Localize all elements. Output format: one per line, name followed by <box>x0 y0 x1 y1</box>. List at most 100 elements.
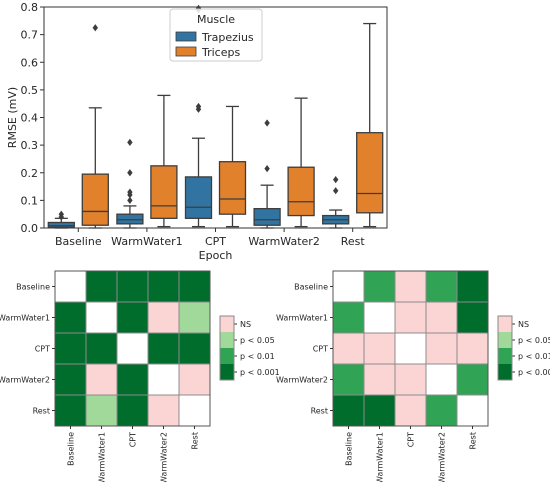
heatmap-cell <box>425 270 458 303</box>
x-tick-label: Rest <box>341 235 366 248</box>
heatmap-cell <box>147 270 180 303</box>
outlier-point <box>127 169 133 177</box>
legend-label: p < 0.05 <box>240 336 275 345</box>
heatmap-cell <box>147 363 180 396</box>
heatmap-cell <box>147 394 180 427</box>
legend-label: p < 0.01 <box>240 352 275 361</box>
box-triceps <box>356 132 384 214</box>
legend-label: p < 0.05 <box>518 336 550 345</box>
legend-label: p < 0.001 <box>518 368 550 377</box>
heatmap-cell <box>425 363 458 396</box>
heatmap-cell <box>116 301 149 334</box>
legend-label: p < 0.01 <box>518 352 550 361</box>
legend-swatch-p01 <box>498 348 512 364</box>
legend-swatch-p05 <box>498 332 512 348</box>
col-label: WarmWater2 <box>438 432 447 482</box>
heatmap-cell <box>147 301 180 334</box>
heatmap-left: Baseline Baseline WarmWater1 WarmWater1 CPT C… <box>0 270 280 482</box>
heatmap-cell <box>456 270 489 303</box>
x-axis-label: Epoch <box>199 249 233 262</box>
heatmap-cell <box>54 363 87 396</box>
row-label: CPT <box>35 345 50 354</box>
heatmap-cell <box>332 301 365 334</box>
col-label: Rest <box>469 432 478 449</box>
row-label: Rest <box>311 407 328 416</box>
row-label: WarmWater2 <box>276 376 328 385</box>
row-label: Baseline <box>16 283 50 292</box>
heatmap-cell <box>116 270 149 303</box>
heatmap-cell <box>332 270 365 303</box>
box-trapezius <box>184 176 213 219</box>
heatmap-cell <box>394 332 427 365</box>
outlier-point <box>58 210 64 218</box>
heatmap-cell <box>54 270 87 303</box>
col-label: Baseline <box>345 432 354 466</box>
x-tick-label: CPT <box>205 235 226 248</box>
heatmap-cell <box>332 363 365 396</box>
y-tick-label: 0.4 <box>21 112 39 125</box>
legend-swatch-ns <box>498 316 512 332</box>
legend-frame <box>497 315 513 381</box>
heatmap-cell <box>54 332 87 365</box>
col-label: WarmWater1 <box>376 432 385 482</box>
heatmap-cell <box>85 301 118 334</box>
outlier-point <box>127 138 133 146</box>
heatmap-cell <box>85 394 118 427</box>
box-trapezius <box>47 221 75 229</box>
outlier-point <box>127 188 133 196</box>
heatmap-cell <box>394 301 427 334</box>
outlier-point <box>333 187 339 195</box>
col-label: Rest <box>191 432 200 449</box>
heatmap-cell <box>456 363 489 396</box>
row-label: WarmWater2 <box>0 376 50 385</box>
heatmap-cell <box>147 332 180 365</box>
y-tick-label: 0.5 <box>21 84 39 97</box>
legend-swatch-p05 <box>220 332 234 348</box>
outlier-point <box>264 119 270 127</box>
col-label: CPT <box>129 432 138 447</box>
heatmap-cell <box>178 301 211 334</box>
legend-swatch-p001 <box>498 364 512 380</box>
heatmap-cell <box>456 332 489 365</box>
box-triceps <box>287 166 315 217</box>
y-tick-label: 0.7 <box>21 29 39 42</box>
y-tick-label: 0.1 <box>21 194 39 207</box>
box-triceps <box>218 161 247 215</box>
box-triceps <box>150 165 178 219</box>
heatmap-cell <box>116 363 149 396</box>
legend-label: NS <box>518 320 529 329</box>
y-tick-label: 0.2 <box>21 167 39 180</box>
outlier-point <box>92 24 98 32</box>
heatmap-cell <box>54 394 87 427</box>
legend-label: Triceps <box>201 46 240 59</box>
row-label: CPT <box>313 345 328 354</box>
heatmap-cell <box>363 332 396 365</box>
col-label: WarmWater1 <box>98 432 107 482</box>
heatmap-cell <box>394 394 427 427</box>
outlier-point <box>195 102 202 111</box>
outlier-point <box>127 196 133 204</box>
row-label: WarmWater1 <box>0 314 50 323</box>
x-tick-label: Baseline <box>55 235 102 248</box>
heatmap-cell <box>425 394 458 427</box>
heatmap-cell <box>85 332 118 365</box>
heatmap-cell <box>85 270 118 303</box>
heatmap-cell <box>425 332 458 365</box>
legend-label: Trapezius <box>201 31 254 44</box>
y-tick-label: 0.6 <box>21 56 39 69</box>
legend-swatch-ns <box>220 316 234 332</box>
box-trapezius <box>116 213 144 225</box>
heatmap-cell <box>116 332 149 365</box>
legend-label: p < 0.001 <box>240 368 280 377</box>
heatmap-cell <box>363 270 396 303</box>
outlier-point <box>195 4 202 12</box>
heatmap-cell <box>363 363 396 396</box>
y-tick-label: 0.8 <box>21 1 39 14</box>
legend-swatch-p01 <box>220 348 234 364</box>
legend-label: NS <box>240 320 251 329</box>
heatmap-cell <box>178 270 211 303</box>
y-tick-label: 0.0 <box>21 222 39 235</box>
heatmap-cell <box>425 301 458 334</box>
outlier-point <box>264 165 270 173</box>
